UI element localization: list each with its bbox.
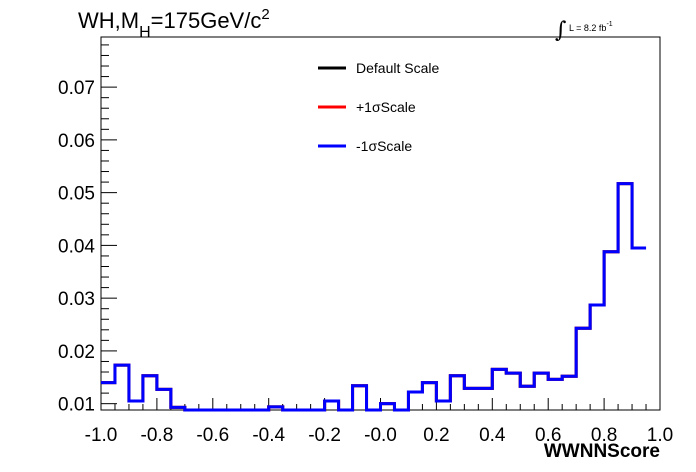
x-tick-label: -0.2 [308, 425, 341, 446]
x-tick-label: 0.4 [479, 425, 506, 446]
axis-ticks: -1.0 -0.8 -0.6 -0.4 -0.2 -0.0 0.2 0.4 0.6 0.8 1.0 0… [58, 44, 673, 446]
y-tick-label: 0.05 [58, 184, 95, 205]
legend: Default Scale +1σScale -1σScale [318, 60, 439, 154]
luminosity-superscript: -1 [606, 21, 613, 28]
y-tick-label: 0.04 [58, 236, 95, 257]
title-prefix: WH,M [78, 8, 140, 33]
legend-label: -1σScale [356, 138, 412, 154]
chart-title: WH,MH=175GeV/c2 [78, 6, 270, 41]
legend-label: Default Scale [356, 60, 439, 76]
x-tick-label: 1.0 [647, 425, 673, 446]
y-tick-label: 0.07 [58, 78, 95, 99]
luminosity-label: ∫ L = 8.2 fb-1 [555, 12, 613, 43]
title-superscript: 2 [261, 6, 270, 23]
series-line [101, 182, 647, 412]
y-tick-label: 0.06 [58, 131, 95, 152]
legend-label: +1σScale [356, 99, 416, 115]
luminosity-text: L = 8.2 fb [568, 23, 607, 33]
x-tick-label: 0.8 [591, 425, 617, 446]
x-axis-label: WWNNScore [543, 441, 660, 462]
integral-symbol: ∫ [555, 18, 567, 43]
title-subscript: H [139, 24, 151, 41]
x-tick-label: 0.6 [535, 425, 561, 446]
title-mid: =175GeV/c [150, 8, 262, 33]
x-tick-label: -1.0 [85, 425, 118, 446]
x-tick-label: -0.8 [141, 425, 174, 446]
y-tick-label: 0.02 [58, 342, 95, 363]
histogram-series [101, 182, 647, 412]
x-tick-label: -0.6 [196, 425, 229, 446]
x-tick-label: -0.0 [364, 425, 397, 446]
x-tick-label: 0.2 [423, 425, 449, 446]
y-tick-label: 0.03 [58, 289, 95, 310]
y-tick-label: 0.01 [58, 395, 95, 416]
x-tick-label: -0.4 [252, 425, 285, 446]
